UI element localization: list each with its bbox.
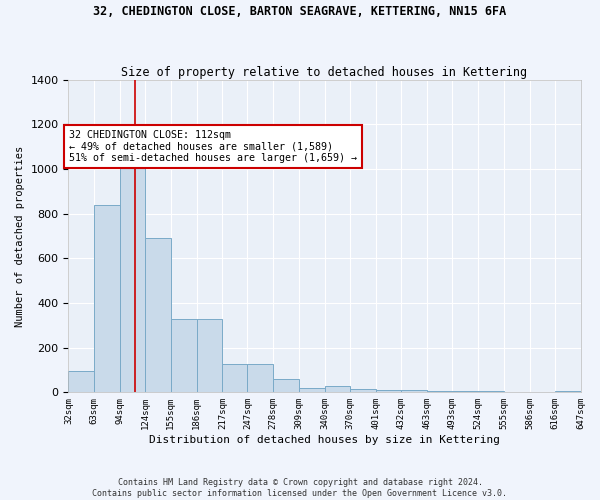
Bar <box>171 319 197 392</box>
Bar <box>247 364 273 392</box>
Bar <box>401 390 427 392</box>
Bar <box>223 364 247 392</box>
Y-axis label: Number of detached properties: Number of detached properties <box>15 146 25 326</box>
Bar <box>325 386 350 392</box>
Bar <box>197 319 223 392</box>
Bar <box>376 390 401 392</box>
X-axis label: Distribution of detached houses by size in Kettering: Distribution of detached houses by size … <box>149 435 500 445</box>
Bar <box>427 391 452 392</box>
Text: 32, CHEDINGTON CLOSE, BARTON SEAGRAVE, KETTERING, NN15 6FA: 32, CHEDINGTON CLOSE, BARTON SEAGRAVE, K… <box>94 5 506 18</box>
Bar <box>273 379 299 392</box>
Bar <box>452 391 478 392</box>
Bar <box>299 388 325 392</box>
Bar <box>350 389 376 392</box>
Title: Size of property relative to detached houses in Kettering: Size of property relative to detached ho… <box>121 66 527 78</box>
Bar <box>120 150 145 392</box>
Bar <box>94 205 120 392</box>
Bar <box>145 238 171 392</box>
Bar <box>554 391 581 392</box>
Bar <box>478 391 504 392</box>
Bar <box>68 371 94 392</box>
Text: 32 CHEDINGTON CLOSE: 112sqm
← 49% of detached houses are smaller (1,589)
51% of : 32 CHEDINGTON CLOSE: 112sqm ← 49% of det… <box>69 130 357 163</box>
Text: Contains HM Land Registry data © Crown copyright and database right 2024.
Contai: Contains HM Land Registry data © Crown c… <box>92 478 508 498</box>
